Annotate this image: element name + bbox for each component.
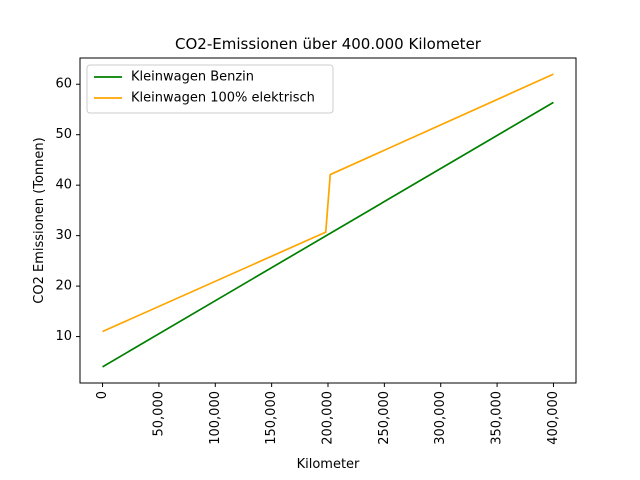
- x-tick-label: 0: [95, 391, 110, 399]
- x-tick-label: 350,000: [490, 391, 505, 445]
- y-axis-label: CO2 Emissionen (Tonnen): [32, 137, 47, 303]
- x-tick-label: 250,000: [377, 391, 392, 445]
- x-axis-ticks: 0 50,000 100,000 150,000 200,000 250,000 300,0…: [95, 383, 561, 445]
- x-tick-label: 200,000: [321, 391, 336, 445]
- y-tick-label: 20: [55, 279, 72, 294]
- x-tick-label: 100,000: [208, 391, 223, 445]
- chart-title: CO2-Emissionen über 400.000 Kilometer: [175, 35, 482, 53]
- x-tick-label: 400,000: [546, 391, 561, 445]
- x-axis-label: Kilometer: [297, 457, 360, 472]
- y-tick-label: 10: [55, 329, 72, 344]
- y-tick-label: 30: [55, 228, 72, 243]
- x-tick-label: 300,000: [433, 391, 448, 445]
- legend-label-2: Kleinwagen 100% elektrisch: [131, 91, 315, 106]
- y-tick-label: 60: [55, 77, 72, 92]
- x-tick-label: 50,000: [151, 391, 166, 437]
- y-axis-ticks: 10 20 30 40 50 60: [55, 77, 80, 344]
- x-tick-label: 150,000: [264, 391, 279, 445]
- legend-label-1: Kleinwagen Benzin: [131, 70, 254, 85]
- y-tick-label: 50: [55, 127, 72, 142]
- legend: Kleinwagen Benzin Kleinwagen 100% elektri…: [86, 64, 334, 114]
- series-line-2: [102, 73, 554, 333]
- y-tick-label: 40: [55, 178, 72, 193]
- legend-frame: [86, 64, 334, 114]
- series-line-1: [102, 101, 554, 368]
